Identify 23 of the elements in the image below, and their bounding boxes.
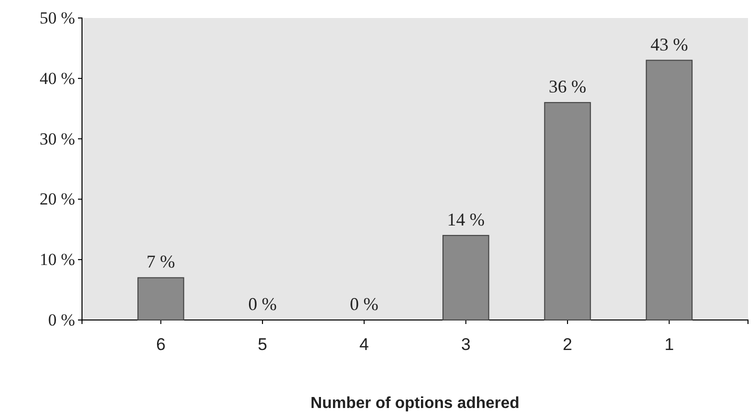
bar <box>442 234 490 320</box>
y-tick-label: 50 % <box>40 8 75 28</box>
y-tick-label: 0 % <box>48 310 75 330</box>
data-label: 0 % <box>350 294 378 314</box>
bar <box>544 102 591 320</box>
bar <box>646 60 693 320</box>
data-label: 7 % <box>146 252 176 272</box>
data-label: 36 % <box>548 76 586 97</box>
y-tick-label: 10 % <box>40 250 75 270</box>
x-tick-label: 5 <box>258 335 268 354</box>
data-label: 43 % <box>650 34 688 54</box>
x-tick-label: 6 <box>156 335 166 354</box>
x-tick-label: 2 <box>562 335 572 354</box>
data-label: 14 % <box>447 209 485 230</box>
x-tick-label: 4 <box>359 335 369 354</box>
data-label: 0 % <box>248 294 277 314</box>
y-tick-label: 40 % <box>40 68 75 88</box>
bar <box>137 277 184 320</box>
y-tick-label: 20 % <box>40 190 75 209</box>
y-tick-label: 30 % <box>40 129 75 148</box>
x-axis-title: Number of options adhered <box>310 395 520 412</box>
x-tick-label: 3 <box>461 335 471 354</box>
x-tick-label: 1 <box>664 335 674 354</box>
